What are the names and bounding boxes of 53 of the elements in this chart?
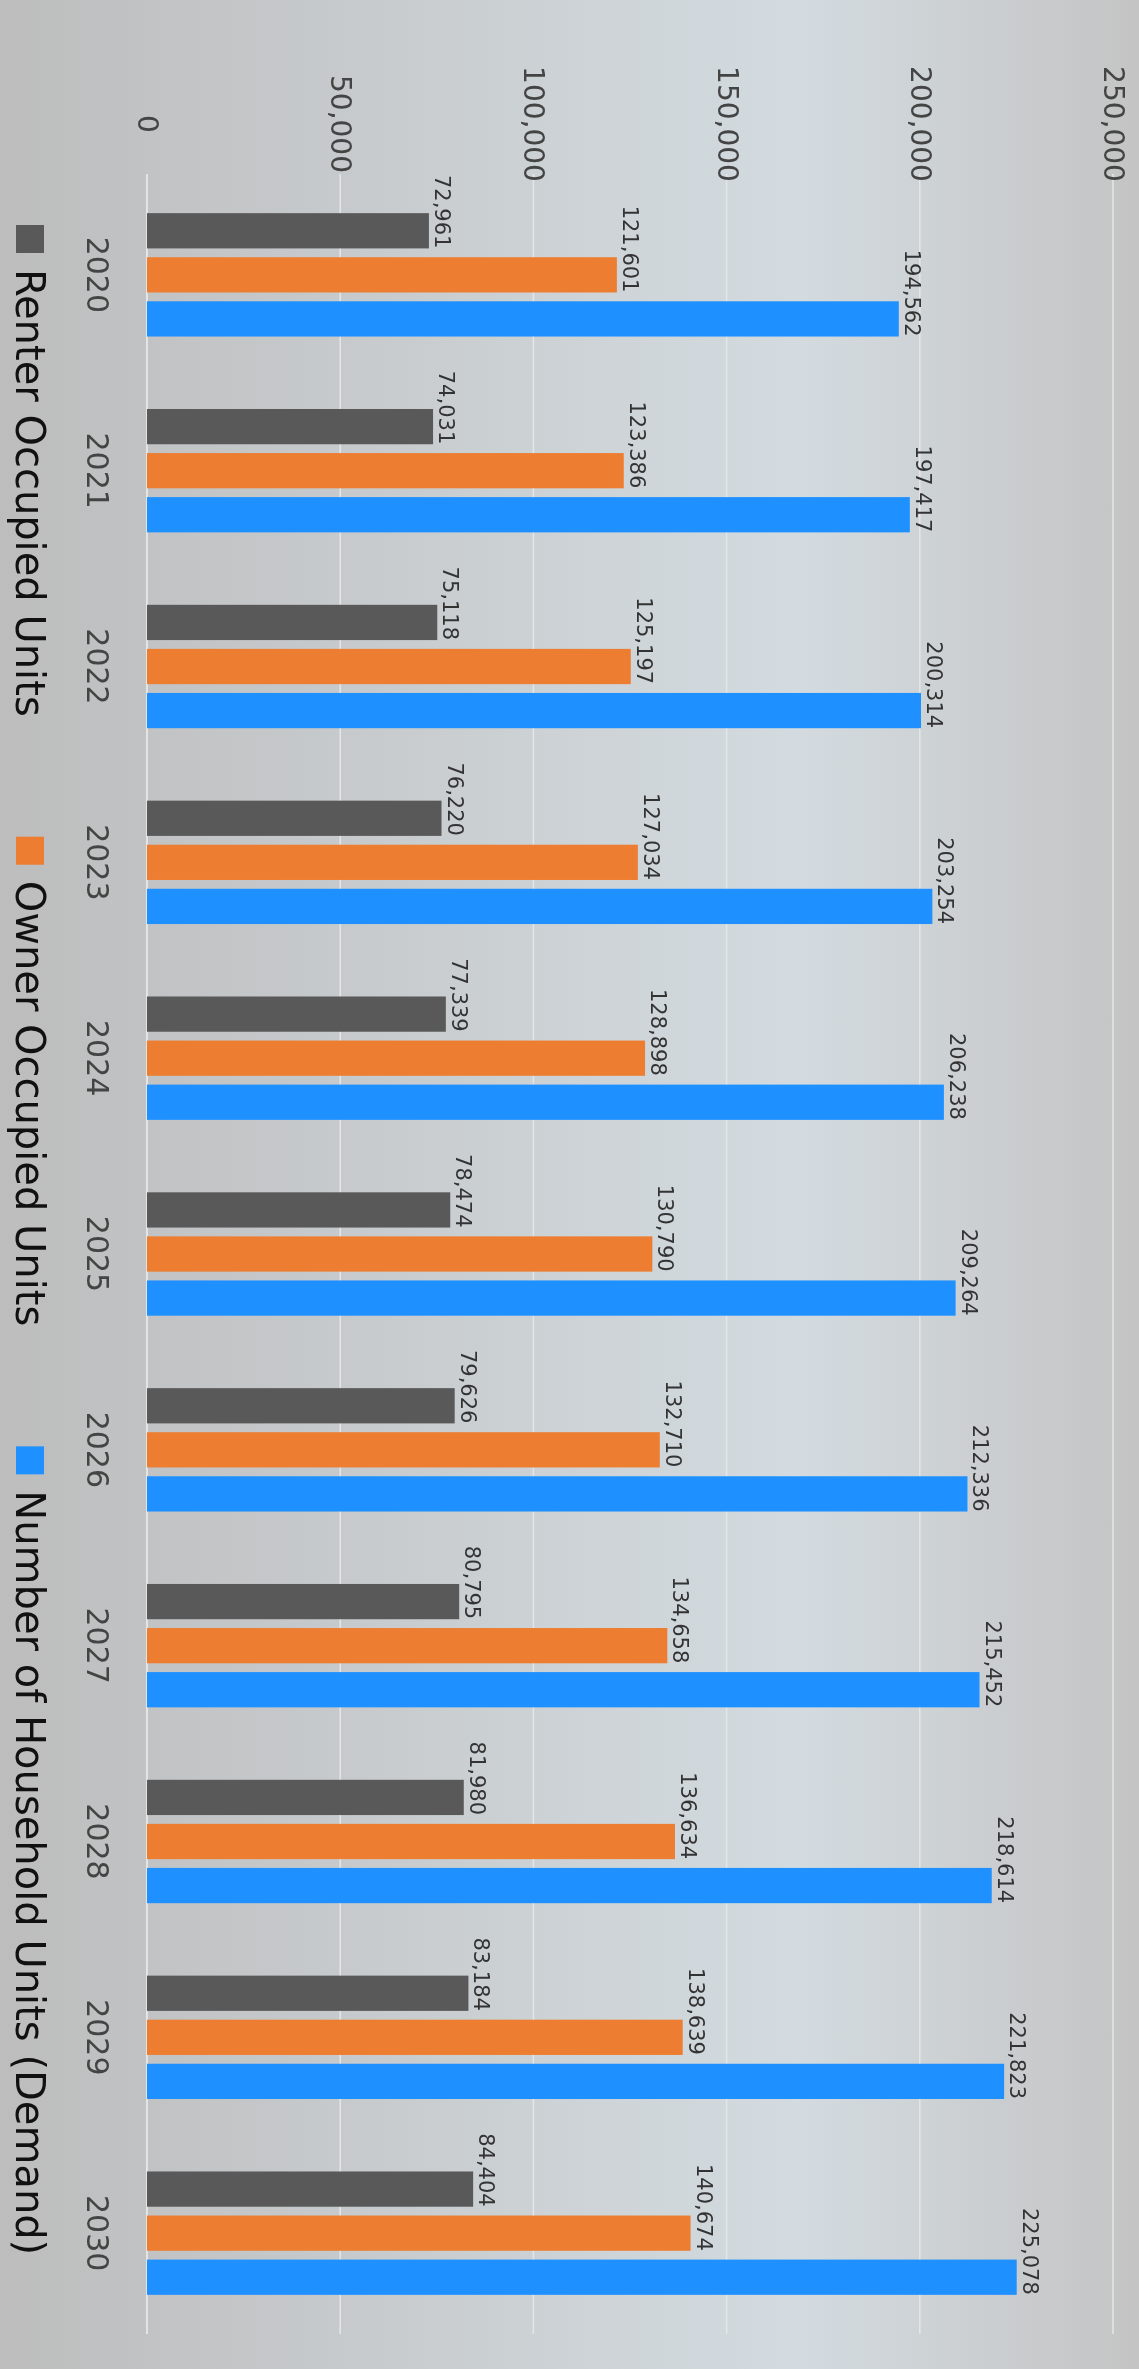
data-label: 212,336 bbox=[968, 1424, 993, 1512]
data-label: 83,184 bbox=[469, 1937, 494, 2011]
x-tick-label: 250,000 bbox=[1097, 66, 1130, 182]
data-label: 74,031 bbox=[434, 370, 459, 445]
x-tick-label: 150,000 bbox=[710, 66, 744, 182]
data-label: 78,474 bbox=[451, 1154, 476, 1228]
data-label: 203,254 bbox=[933, 837, 958, 925]
legend-label: Renter Occupied Units bbox=[7, 269, 53, 717]
x-tick-label: 200,000 bbox=[903, 66, 937, 182]
data-label: 123,386 bbox=[624, 401, 649, 489]
data-label: 128,898 bbox=[646, 988, 671, 1076]
data-label: 200,314 bbox=[922, 641, 947, 729]
data-label: 80,795 bbox=[460, 1545, 485, 1620]
legend-label: Owner Occupied Units bbox=[7, 880, 53, 1327]
y-tick-label: 2027 bbox=[79, 1607, 115, 1684]
x-tick-label: 0 bbox=[131, 115, 164, 133]
y-tick-label: 2029 bbox=[79, 1999, 115, 2076]
data-label: 127,034 bbox=[638, 793, 663, 880]
y-tick-label: 2028 bbox=[79, 1803, 115, 1880]
x-tick-label: 50,000 bbox=[324, 75, 358, 173]
data-label: 75,118 bbox=[438, 566, 463, 641]
data-label: 130,790 bbox=[653, 1184, 678, 1272]
data-label: 76,220 bbox=[442, 762, 467, 836]
y-tick-label: 2026 bbox=[79, 1411, 115, 1489]
data-label: 125,197 bbox=[631, 597, 656, 685]
data-label: 215,452 bbox=[980, 1620, 1005, 1708]
data-label: 84,404 bbox=[474, 2133, 499, 2207]
legend-label: Number of Household Units (Demand) bbox=[7, 1490, 53, 2256]
y-tick-label: 2023 bbox=[79, 824, 115, 901]
data-label: 138,639 bbox=[683, 1968, 708, 2055]
data-label: 209,264 bbox=[956, 1228, 981, 1316]
y-tick-label: 2025 bbox=[79, 1215, 115, 1293]
data-label: 79,626 bbox=[455, 1349, 480, 1424]
data-label: 206,238 bbox=[944, 1033, 969, 1120]
y-tick-label: 2022 bbox=[79, 628, 115, 705]
data-label: 72,961 bbox=[429, 174, 454, 249]
y-tick-label: 2030 bbox=[79, 2194, 115, 2272]
data-label: 121,601 bbox=[617, 205, 642, 293]
data-label: 197,417 bbox=[910, 445, 935, 533]
x-tick-label: 100,000 bbox=[517, 66, 551, 182]
y-tick-label: 2020 bbox=[79, 236, 115, 314]
data-label: 218,614 bbox=[992, 1816, 1017, 1904]
data-label: 225,078 bbox=[1017, 2207, 1042, 2295]
y-tick-label: 2021 bbox=[79, 432, 115, 509]
data-label: 194,562 bbox=[899, 249, 924, 337]
data-label: 81,980 bbox=[464, 1741, 489, 1816]
data-label: 77,339 bbox=[446, 958, 471, 1032]
data-label: 221,823 bbox=[1005, 2012, 1030, 2099]
data-label: 136,634 bbox=[675, 1772, 700, 1860]
y-tick-label: 2024 bbox=[79, 1019, 115, 1097]
data-label: 132,710 bbox=[660, 1380, 685, 1468]
data-label: 134,658 bbox=[668, 1576, 693, 1664]
data-label: 140,674 bbox=[691, 2163, 716, 2251]
